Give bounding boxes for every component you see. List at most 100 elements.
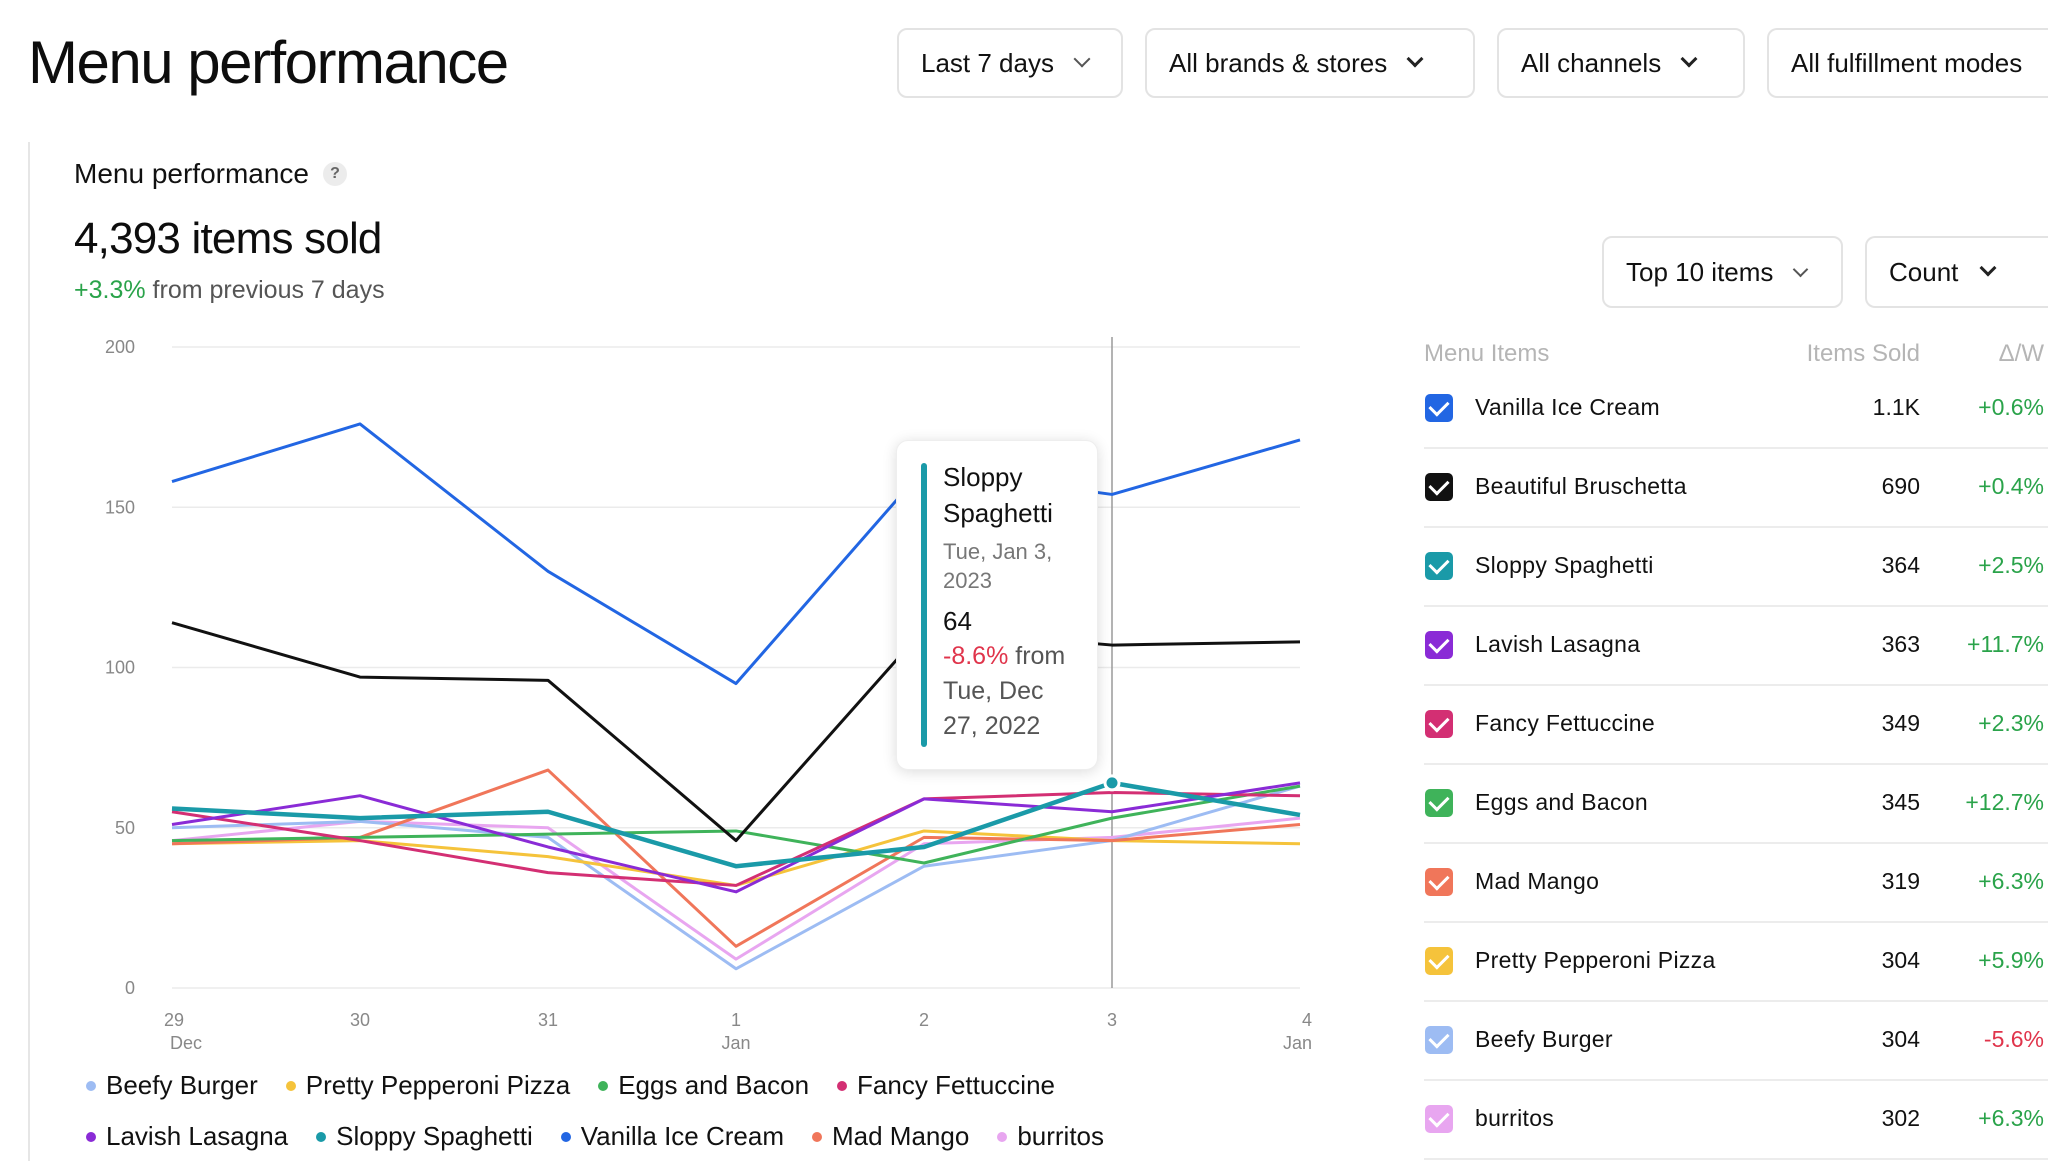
tooltip-date-line2: 2023 xyxy=(943,568,992,593)
legend-item[interactable]: Lavish Lasagna xyxy=(86,1121,288,1152)
items-sold-value: 690 xyxy=(1881,473,1920,499)
series-checkbox[interactable] xyxy=(1425,1026,1453,1054)
legend-label: Mad Mango xyxy=(832,1121,970,1151)
table-row[interactable]: Vanilla Ice Cream 1.1K +0.6% xyxy=(1424,370,2048,449)
x-tick-label: 4 xyxy=(1302,1010,1312,1030)
legend-label: Eggs and Bacon xyxy=(618,1070,810,1100)
x-tick-sublabel: Dec xyxy=(170,1033,202,1053)
legend-label: Vanilla Ice Cream xyxy=(580,1121,784,1151)
delta-week-value: +6.3% xyxy=(1978,1105,2044,1131)
table-row[interactable]: Eggs and Bacon 345 +12.7% xyxy=(1424,765,2048,844)
table-row[interactable]: Beautiful Bruschetta 690 +0.4% xyxy=(1424,449,2048,528)
metric-label: Count xyxy=(1889,256,1959,287)
series-checkbox[interactable] xyxy=(1425,868,1453,896)
items-sold-value: 1.1K xyxy=(1872,394,1920,420)
question-mark-icon[interactable]: ? xyxy=(323,162,348,186)
legend-label: Sloppy Spaghetti xyxy=(336,1121,533,1151)
date-range-filter[interactable]: Last 7 days xyxy=(897,28,1123,98)
card-title-text: Menu performance xyxy=(74,158,310,189)
chart-legend-row-2: Lavish Lasagna Sloppy Spaghetti Vanilla … xyxy=(86,1121,1146,1152)
y-tick-label: 200 xyxy=(105,337,135,357)
brands-stores-filter[interactable]: All brands & stores xyxy=(1145,28,1475,98)
card-title: Menu performance ? xyxy=(74,158,348,190)
table-row[interactable]: Mad Mango 319 +6.3% xyxy=(1424,844,2048,923)
series-checkbox[interactable] xyxy=(1425,394,1453,422)
delta-week-value: +0.4% xyxy=(1978,473,2044,499)
x-tick-label: 1 xyxy=(731,1010,741,1030)
legend-label: burritos xyxy=(1017,1121,1105,1151)
legend-dot xyxy=(997,1131,1008,1142)
legend-label: Lavish Lasagna xyxy=(106,1121,289,1151)
legend-label: Pretty Pepperoni Pizza xyxy=(305,1070,571,1100)
fulfillment-modes-filter[interactable]: All fulfillment modes xyxy=(1767,28,2048,98)
tooltip-change: -8.6% from Tue, Dec 27, 2022 xyxy=(943,639,1079,744)
table-row[interactable]: Sloppy Spaghetti 364 +2.5% xyxy=(1424,528,2048,607)
menu-item-name: Fancy Fettuccine xyxy=(1475,710,1655,736)
items-sold-value: 364 xyxy=(1881,552,1920,578)
series-line xyxy=(171,768,1301,948)
header-delta-week[interactable]: Δ/W xyxy=(1998,340,2044,367)
series-checkbox[interactable] xyxy=(1425,710,1453,738)
table-row[interactable]: Fancy Fettuccine 349 +2.3% xyxy=(1424,686,2048,765)
series-checkbox[interactable] xyxy=(1425,947,1453,975)
tooltip-name-line1: Sloppy xyxy=(943,462,1023,492)
series-checkbox[interactable] xyxy=(1425,552,1453,580)
brands-stores-label: All brands & stores xyxy=(1169,47,1388,78)
top-items-dropdown[interactable]: Top 10 items xyxy=(1602,236,1843,308)
legend-label: Beefy Burger xyxy=(106,1070,258,1100)
menu-item-name: Beautiful Bruschetta xyxy=(1475,473,1687,499)
delta-week-value: +11.7% xyxy=(1967,631,2044,657)
series-line xyxy=(171,790,1301,887)
menu-item-name: Vanilla Ice Cream xyxy=(1475,394,1660,420)
menu-item-name: Lavish Lasagna xyxy=(1475,631,1641,657)
series-checkbox[interactable] xyxy=(1425,789,1453,817)
delta-week-value: +0.6% xyxy=(1978,394,2044,420)
legend-item[interactable]: Mad Mango xyxy=(812,1121,969,1152)
hover-point xyxy=(1103,774,1121,792)
delta-week-value: -5.6% xyxy=(1983,1026,2044,1052)
items-sold-kpi: 4,393 items sold xyxy=(74,214,382,263)
chevron-down-icon xyxy=(1406,50,1424,68)
x-tick-sublabel: Jan xyxy=(721,1033,750,1053)
legend-dot xyxy=(598,1080,609,1091)
tooltip-series-color-bar xyxy=(921,463,927,747)
legend-item[interactable]: Eggs and Bacon xyxy=(598,1070,809,1101)
x-tick-label: 2 xyxy=(919,1010,929,1030)
header-items-sold[interactable]: Items Sold xyxy=(1806,340,1920,367)
legend-item[interactable]: Beefy Burger xyxy=(86,1070,258,1101)
menu-performance-line-chart[interactable]: 200 150 100 50 0 29 Dec 30 31 1 Jan 2 3 4 Jan xyxy=(0,0,1320,1161)
table-row[interactable]: Pretty Pepperoni Pizza 304 +5.9% xyxy=(1424,923,2048,1002)
legend-label: Fancy Fettuccine xyxy=(857,1070,1056,1100)
table-row[interactable]: burritos 302 +6.3% xyxy=(1424,1081,2048,1160)
legend-item[interactable]: Vanilla Ice Cream xyxy=(560,1121,784,1152)
legend-item[interactable]: Pretty Pepperoni Pizza xyxy=(285,1070,571,1101)
legend-dot xyxy=(86,1131,96,1142)
fulfillment-modes-label: All fulfillment modes xyxy=(1791,47,2023,78)
metric-dropdown[interactable]: Count xyxy=(1865,236,2048,308)
series-checkbox[interactable] xyxy=(1425,631,1453,659)
channels-filter[interactable]: All channels xyxy=(1497,28,1745,98)
legend-dot xyxy=(285,1080,296,1091)
menu-item-name: burritos xyxy=(1475,1105,1555,1131)
items-sold-value: 345 xyxy=(1881,789,1920,815)
tooltip-name-line2: Spaghetti xyxy=(943,498,1053,528)
series-checkbox[interactable] xyxy=(1425,1105,1453,1133)
legend-item[interactable]: Sloppy Spaghetti xyxy=(316,1121,533,1152)
legend-dot xyxy=(86,1080,96,1091)
chart-legend-row-1: Beefy Burger Pretty Pepperoni Pizza Eggs… xyxy=(86,1070,1146,1101)
table-row[interactable]: Lavish Lasagna 363 +11.7% xyxy=(1424,607,2048,686)
legend-item[interactable]: burritos xyxy=(997,1121,1104,1152)
table-row[interactable]: Beefy Burger 304 -5.6% xyxy=(1424,1002,2048,1081)
y-tick-label: 0 xyxy=(125,978,135,998)
items-sold-value: 363 xyxy=(1881,631,1920,657)
y-tick-label: 100 xyxy=(105,658,135,678)
series-checkbox[interactable] xyxy=(1425,473,1453,501)
legend-dot xyxy=(837,1080,848,1091)
card-divider xyxy=(28,142,30,1161)
header-menu-items[interactable]: Menu Items xyxy=(1424,340,1550,367)
legend-item[interactable]: Fancy Fettuccine xyxy=(837,1070,1055,1101)
tooltip-change-date-line1: Tue, Dec xyxy=(943,677,1044,705)
kpi-delta-value: +3.3% xyxy=(74,276,146,304)
delta-week-value: +5.9% xyxy=(1978,947,2044,973)
x-tick-label: 29 xyxy=(164,1010,184,1030)
